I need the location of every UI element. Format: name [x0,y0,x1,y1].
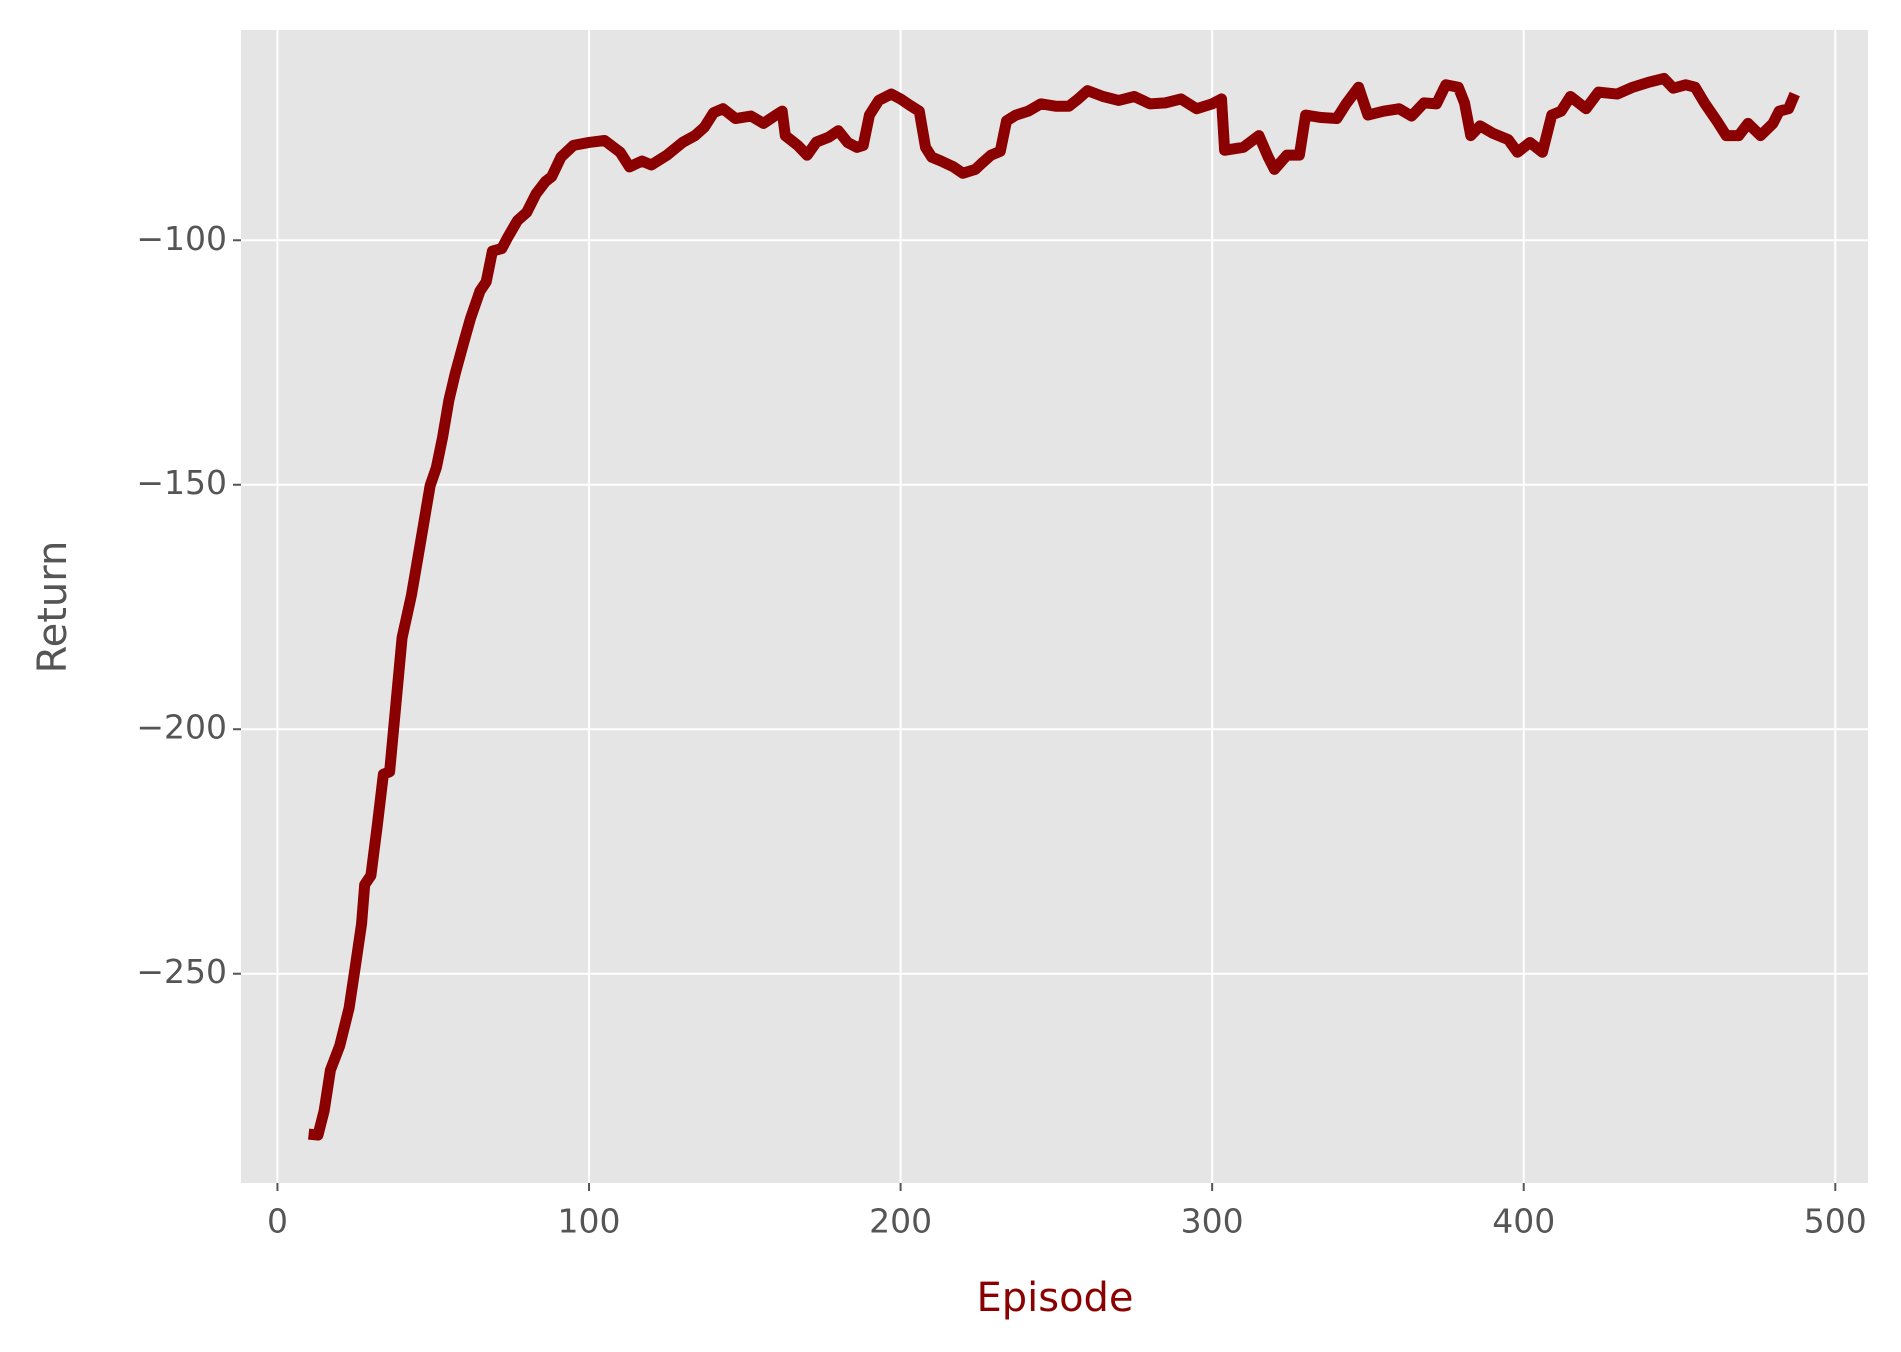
y-tick-label: −150 [136,463,227,502]
y-tick-label: −100 [136,219,227,258]
data-line [308,72,1800,1141]
y-tick-label: −250 [136,952,227,991]
y-axis-label: Return [30,541,76,674]
x-tick-label: 300 [1181,1202,1244,1241]
x-axis-label: Episode [976,1275,1133,1321]
plot-background [241,30,1868,1183]
x-tick-label: 100 [558,1202,621,1241]
x-tick-label: 0 [267,1202,288,1241]
x-tick-label: 200 [869,1202,932,1241]
x-tick-label: 500 [1804,1202,1867,1241]
y-tick-label: −200 [136,708,227,747]
x-tick-label: 400 [1492,1202,1555,1241]
